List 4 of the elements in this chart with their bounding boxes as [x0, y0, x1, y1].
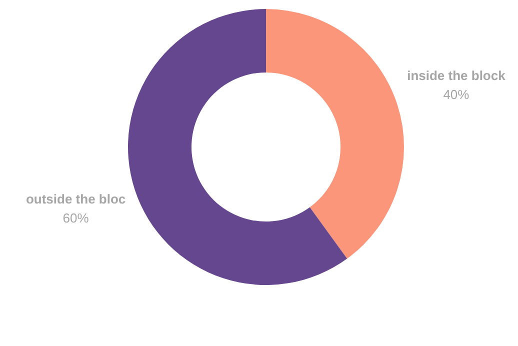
slice-label: inside the block: [407, 68, 506, 83]
data-label: 60%: [62, 210, 90, 226]
data-label: 40%: [443, 86, 470, 102]
slice-label: outside the bloc: [26, 191, 126, 206]
